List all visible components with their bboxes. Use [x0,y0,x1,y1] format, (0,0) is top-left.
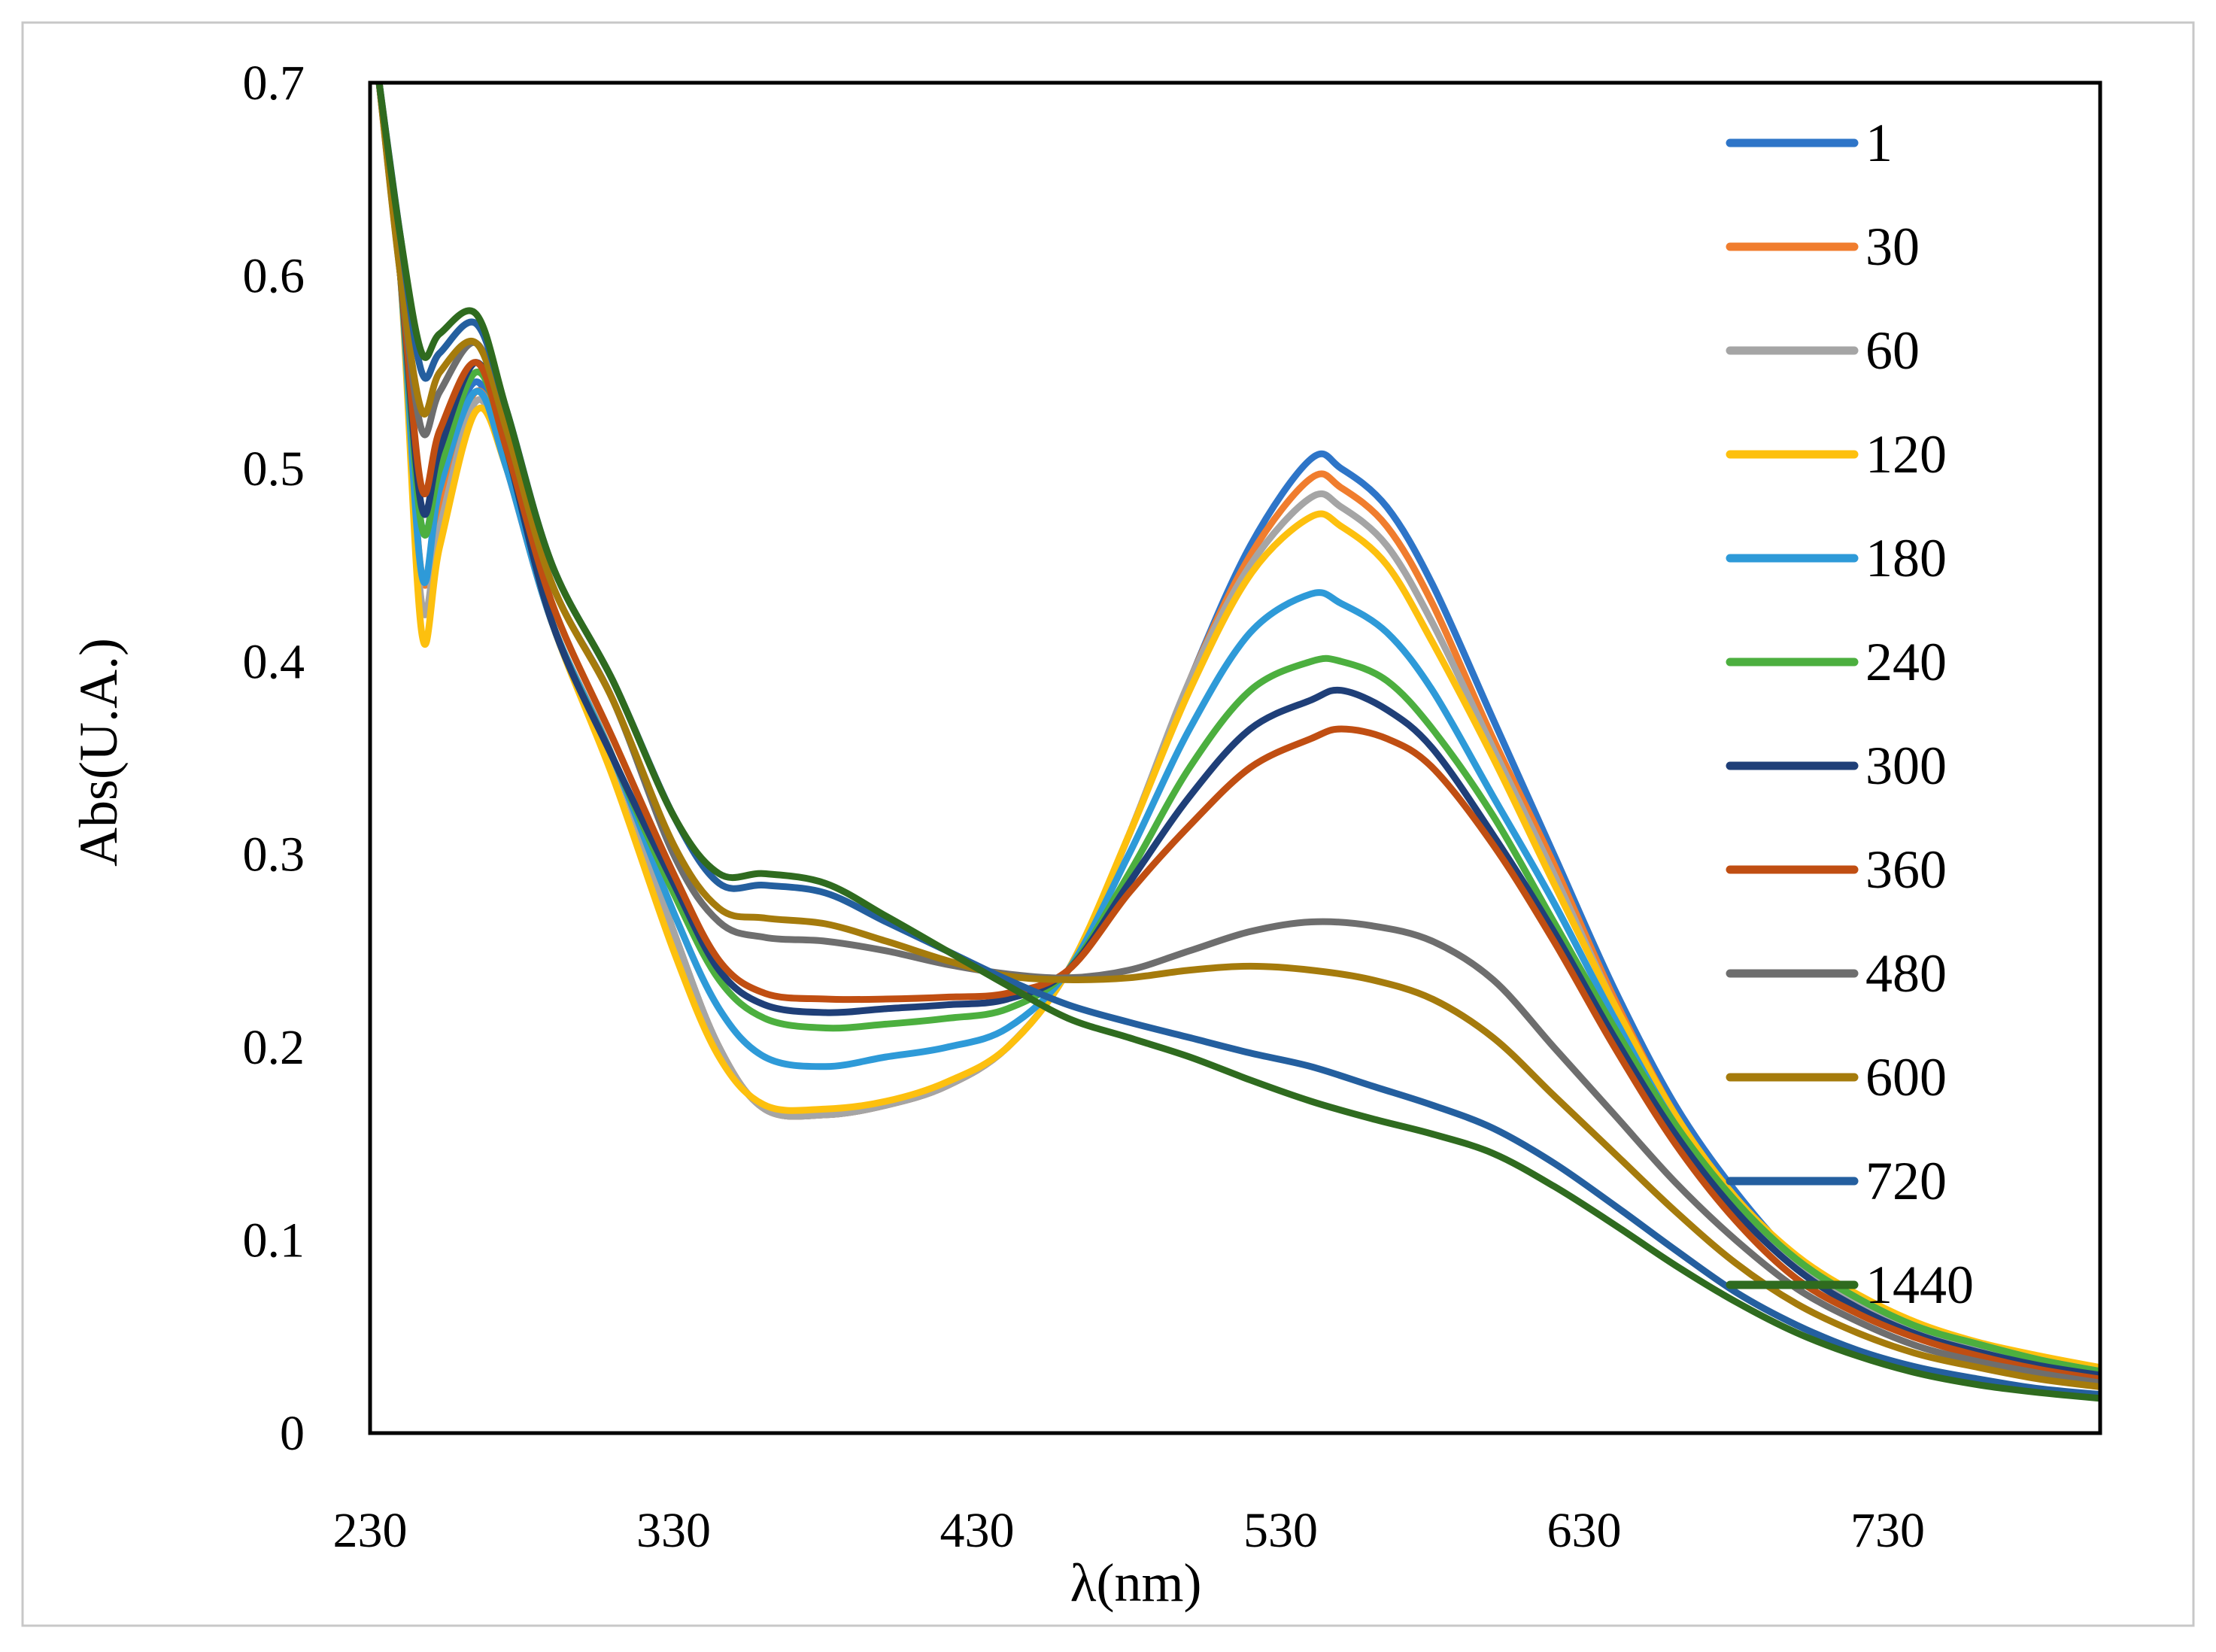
x-axis: 230 330 430 530 630 730 [333,1503,1926,1558]
y-tick-label: 0 [280,1406,305,1461]
legend-label-60: 60 [1865,320,1920,381]
legend-label-720: 720 [1865,1151,1947,1211]
legend-label-30: 30 [1865,217,1920,277]
y-tick-label: 0.3 [243,828,305,882]
y-tick-label: 0.6 [243,248,305,303]
y-tick-label: 0.5 [243,442,305,497]
y-tick-label: 0.2 [243,1020,305,1075]
legend-label-600: 600 [1865,1047,1947,1107]
legend: 1 30 60 120 180 240 300 360 480 600 720 1440 [1726,113,1974,1315]
x-tick-label: 230 [333,1503,408,1558]
x-axis-title: λ(nm) [1070,1553,1202,1613]
y-tick-label: 0.7 [243,56,305,111]
x-tick-label: 430 [940,1503,1015,1558]
y-axis: 0 0.1 0.2 0.3 0.4 0.5 0.6 0.7 [243,56,305,1461]
y-tick-label: 0.1 [243,1213,305,1268]
figure-border [21,21,2195,1627]
x-tick-label: 330 [636,1503,711,1558]
series-line-360 [375,83,2100,1383]
x-tick-label: 530 [1243,1503,1318,1558]
legend-label-1: 1 [1865,113,1893,173]
legend-label-1440: 1440 [1865,1255,1974,1315]
y-tick-label: 0.4 [243,634,305,689]
legend-label-120: 120 [1865,424,1947,484]
legend-label-240: 240 [1865,632,1947,692]
series-line-120 [375,83,2100,1371]
legend-label-480: 480 [1865,943,1947,1004]
series-line-1440 [375,83,2100,1402]
legend-label-360: 360 [1865,840,1947,900]
x-tick-label: 730 [1850,1503,1925,1558]
x-tick-label: 630 [1547,1503,1622,1558]
legend-label-300: 300 [1865,736,1947,796]
y-axis-title: Abs(U.A.) [68,638,129,867]
series-line-600 [375,83,2100,1390]
plot-area-frame [368,80,2102,1435]
legend-label-180: 180 [1865,528,1947,588]
series-layer [375,83,2100,1402]
